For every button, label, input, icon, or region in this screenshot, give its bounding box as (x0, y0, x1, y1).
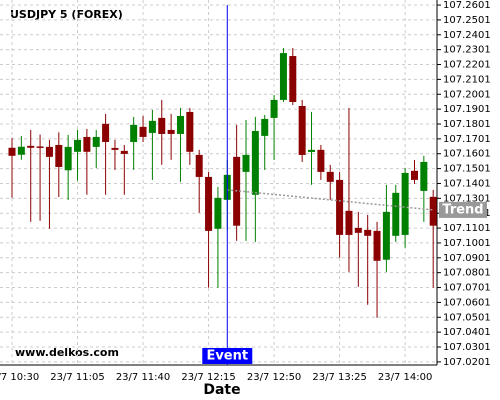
candle-body (139, 126, 147, 137)
candle-body (392, 192, 400, 236)
y-tick-label: 107.0801 (443, 268, 491, 279)
x-tick-label: 23/7 11:40 (116, 372, 170, 383)
candle-body (158, 117, 166, 134)
candle-body (83, 136, 91, 152)
candle-body (36, 146, 44, 148)
y-tick-label: 107.1501 (443, 164, 491, 175)
candle-body (345, 210, 353, 235)
candle-body (111, 147, 119, 150)
y-tick-label: 107.2201 (443, 60, 491, 71)
candle-body (298, 106, 306, 155)
candle-body (317, 149, 325, 172)
event-label: Event (206, 349, 248, 364)
y-tick-label: 107.2301 (443, 45, 491, 56)
candle-body (74, 139, 82, 152)
y-tick-label: 107.2001 (443, 89, 491, 100)
candle-body (45, 146, 53, 157)
candle-body (176, 115, 184, 134)
trend-label-box (439, 201, 487, 218)
candle-body (420, 161, 428, 191)
candle-body (17, 146, 25, 155)
candle-body (308, 149, 316, 152)
candle-body (326, 171, 334, 182)
candle-body (148, 120, 156, 133)
x-tick-label: 23/7 14:00 (378, 372, 432, 383)
candle-body (429, 196, 437, 226)
x-tick-label: 23/7 11:05 (50, 372, 104, 383)
y-tick-label: 107.2601 (443, 0, 491, 11)
event-label-box (202, 348, 253, 364)
x-tick-label: 23/7 13:25 (312, 372, 366, 383)
y-tick-label: 107.1901 (443, 104, 491, 115)
candle-body (382, 211, 390, 260)
y-tick-label: 107.2401 (443, 30, 491, 41)
candle-body (130, 124, 138, 142)
y-tick-label: 107.0301 (443, 342, 491, 353)
candle-body (167, 129, 175, 134)
y-tick-label: 107.0401 (443, 327, 491, 338)
candle-body (102, 123, 110, 142)
candle-body (120, 150, 128, 154)
candle-body (186, 111, 194, 152)
x-tick-label: 23/7 12:15 (181, 372, 235, 383)
candle-body (410, 170, 418, 180)
candle-body (92, 136, 100, 147)
candle-body (8, 147, 16, 156)
y-tick-label: 107.1401 (443, 178, 491, 189)
candle-body (205, 176, 213, 231)
y-tick-label: 107.2101 (443, 74, 491, 85)
x-tick-label: 23/7 10:30 (0, 372, 39, 383)
y-tick-label: 107.2501 (443, 15, 491, 26)
y-tick-label: 107.1601 (443, 149, 491, 160)
candle-body (251, 130, 259, 195)
trend-label: Trend (442, 202, 483, 217)
y-tick-label: 107.0601 (443, 297, 491, 308)
candle-body (364, 229, 372, 236)
candle-body (354, 227, 362, 233)
candle-body (64, 146, 72, 171)
trend-line (227, 189, 434, 211)
watermark: www.delkos.com (15, 346, 119, 359)
candle-body (373, 230, 381, 261)
candle-body (336, 179, 344, 235)
candle-body (242, 154, 250, 172)
candle-body (279, 53, 287, 100)
x-tick-label: 23/7 12:50 (247, 372, 301, 383)
y-tick-label: 107.1701 (443, 134, 491, 145)
y-tick-label: 107.0501 (443, 312, 491, 323)
y-tick-label: 107.1301 (443, 193, 491, 204)
candle-body (270, 99, 278, 118)
y-tick-label: 107.0901 (443, 253, 491, 264)
y-tick-label: 107.0701 (443, 283, 491, 294)
candle-body (55, 144, 63, 167)
y-tick-label: 107.1001 (443, 238, 491, 249)
y-tick-label: 107.1101 (443, 223, 491, 234)
candle-body (261, 118, 269, 136)
candle-body (195, 154, 203, 177)
x-axis-title: Date (203, 382, 240, 398)
y-tick-label: 107.0201 (443, 357, 491, 368)
candle-body (214, 197, 222, 229)
candle-body (401, 172, 409, 235)
chart-title: USDJPY 5 (FOREX) (10, 8, 123, 21)
candle-body (289, 56, 297, 102)
y-tick-label: 107.1801 (443, 119, 491, 130)
candle-body (27, 145, 35, 148)
